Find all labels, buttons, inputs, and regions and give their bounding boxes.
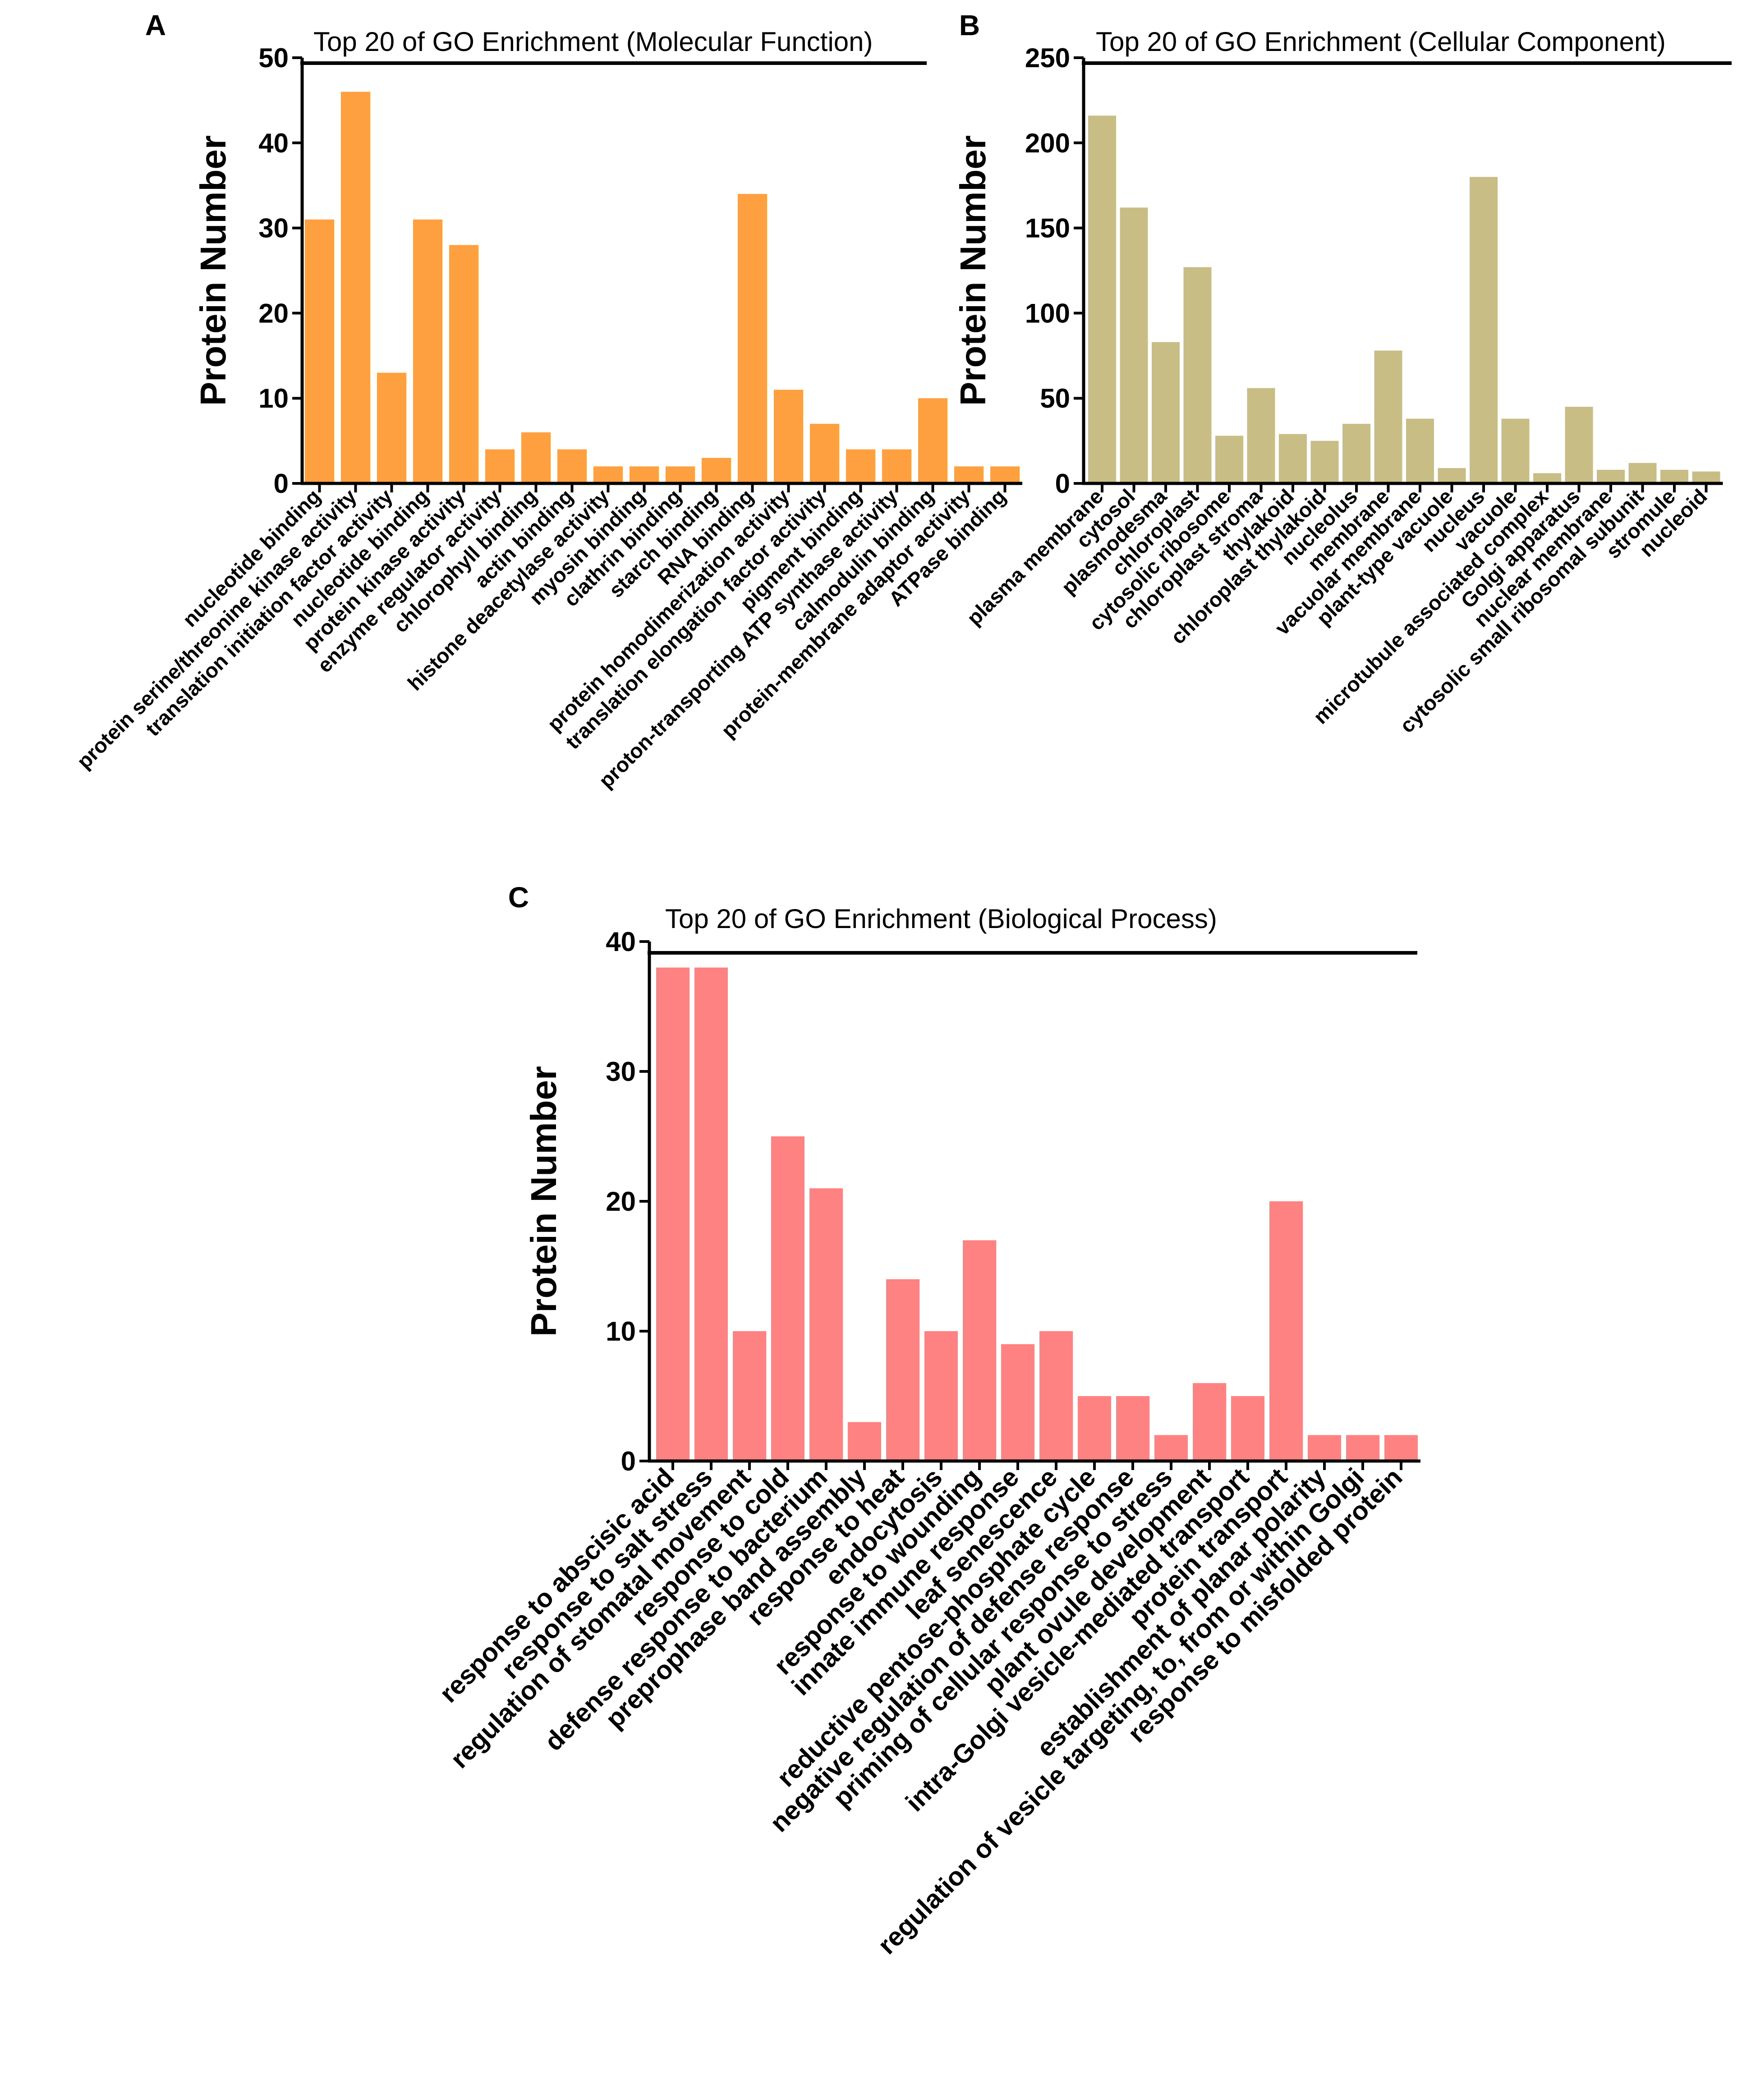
y-tick-label: 250 bbox=[1025, 43, 1070, 73]
bar-6 bbox=[1247, 388, 1275, 483]
y-axis-label: Protein Number bbox=[524, 1066, 564, 1337]
y-tick-label: 0 bbox=[1055, 469, 1070, 499]
bar-15 bbox=[1193, 1383, 1226, 1461]
y-tick-label: 20 bbox=[258, 298, 289, 328]
bar-4 bbox=[413, 219, 442, 484]
y-tick-label: 40 bbox=[258, 128, 289, 158]
bar-20 bbox=[990, 466, 1020, 483]
bar-16 bbox=[1565, 407, 1593, 483]
bar-4 bbox=[771, 1136, 804, 1461]
y-tick-label: 30 bbox=[606, 1057, 636, 1087]
bar-20 bbox=[1692, 471, 1720, 483]
bar-7 bbox=[886, 1279, 919, 1461]
panel-label: A bbox=[145, 9, 166, 41]
y-tick-label: 50 bbox=[258, 43, 289, 73]
bar-2 bbox=[341, 92, 370, 483]
bar-4 bbox=[1183, 267, 1212, 483]
y-axis-label: Protein Number bbox=[953, 135, 993, 406]
chart-cellular-component: B Top 20 of GO Enrichment (Cellular Compo… bbox=[953, 9, 1732, 737]
bar-9 bbox=[593, 466, 623, 483]
bar-8 bbox=[557, 449, 587, 483]
chart-title: Top 20 of GO Enrichment (Molecular Funct… bbox=[313, 27, 873, 57]
bar-19 bbox=[1660, 469, 1688, 483]
bar-12 bbox=[702, 458, 731, 483]
bar-2 bbox=[1120, 207, 1148, 484]
bar-18 bbox=[1308, 1435, 1341, 1461]
bar-17 bbox=[1597, 469, 1625, 483]
y-tick-label: 30 bbox=[258, 213, 289, 244]
bar-13 bbox=[1116, 1396, 1149, 1461]
bar-8 bbox=[924, 1331, 958, 1461]
bar-7 bbox=[521, 432, 551, 483]
bar-9 bbox=[963, 1240, 996, 1461]
x-tick-label: translation initiation factor activity bbox=[141, 484, 397, 740]
chart-title: Top 20 of GO Enrichment (Cellular Compon… bbox=[1096, 27, 1666, 57]
bar-1 bbox=[305, 219, 334, 484]
bar-10 bbox=[1001, 1344, 1034, 1461]
bar-18 bbox=[1628, 463, 1657, 483]
bar-1 bbox=[656, 967, 689, 1461]
y-tick-label: 100 bbox=[1025, 298, 1070, 328]
bar-10 bbox=[1374, 350, 1402, 483]
y-tick-label: 10 bbox=[258, 383, 289, 414]
bar-6 bbox=[848, 1422, 881, 1461]
bar-13 bbox=[1470, 177, 1498, 483]
panel-label: B bbox=[959, 9, 980, 41]
bar-14 bbox=[1501, 418, 1530, 483]
y-tick-label: 0 bbox=[621, 1446, 636, 1476]
bar-14 bbox=[1154, 1435, 1188, 1461]
bar-13 bbox=[738, 194, 767, 484]
panel-label: C bbox=[508, 881, 529, 914]
bar-16 bbox=[1231, 1396, 1264, 1461]
y-tick-label: 10 bbox=[606, 1316, 636, 1346]
bar-5 bbox=[1215, 436, 1243, 483]
y-tick-label: 40 bbox=[606, 927, 636, 957]
bar-15 bbox=[1533, 473, 1561, 483]
bar-3 bbox=[1152, 342, 1180, 483]
bar-17 bbox=[882, 449, 911, 483]
bar-5 bbox=[449, 245, 478, 483]
bar-10 bbox=[630, 466, 659, 483]
chart-title: Top 20 of GO Enrichment (Biological Proc… bbox=[665, 904, 1217, 934]
y-tick-label: 20 bbox=[606, 1186, 636, 1217]
bar-15 bbox=[810, 423, 839, 483]
bar-12 bbox=[1078, 1396, 1111, 1461]
bar-17 bbox=[1269, 1201, 1303, 1461]
bar-11 bbox=[1039, 1331, 1073, 1461]
y-tick-label: 50 bbox=[1040, 383, 1070, 414]
bar-9 bbox=[1342, 423, 1370, 483]
bar-6 bbox=[485, 449, 515, 483]
bar-5 bbox=[809, 1188, 843, 1461]
bar-2 bbox=[694, 967, 728, 1461]
y-tick-label: 200 bbox=[1025, 128, 1070, 158]
bar-19 bbox=[954, 466, 984, 483]
bar-11 bbox=[1406, 418, 1434, 483]
bar-20 bbox=[1384, 1435, 1418, 1461]
bar-11 bbox=[666, 466, 695, 483]
chart-molecular-function: A Top 20 of GO Enrichment (Molecular Func… bbox=[72, 9, 1022, 792]
bar-3 bbox=[377, 372, 406, 483]
bar-7 bbox=[1279, 434, 1307, 483]
y-axis-label: Protein Number bbox=[193, 135, 233, 406]
bar-12 bbox=[1438, 468, 1466, 483]
bar-18 bbox=[918, 398, 947, 483]
bar-3 bbox=[733, 1331, 766, 1461]
y-tick-label: 150 bbox=[1025, 213, 1070, 244]
chart-biological-process: C Top 20 of GO Enrichment (Biological Pro… bbox=[434, 881, 1420, 1960]
bar-1 bbox=[1088, 115, 1116, 483]
bar-14 bbox=[774, 390, 803, 483]
bar-19 bbox=[1346, 1435, 1379, 1461]
bar-8 bbox=[1310, 441, 1339, 483]
bar-16 bbox=[846, 449, 875, 483]
y-tick-label: 0 bbox=[274, 469, 289, 499]
